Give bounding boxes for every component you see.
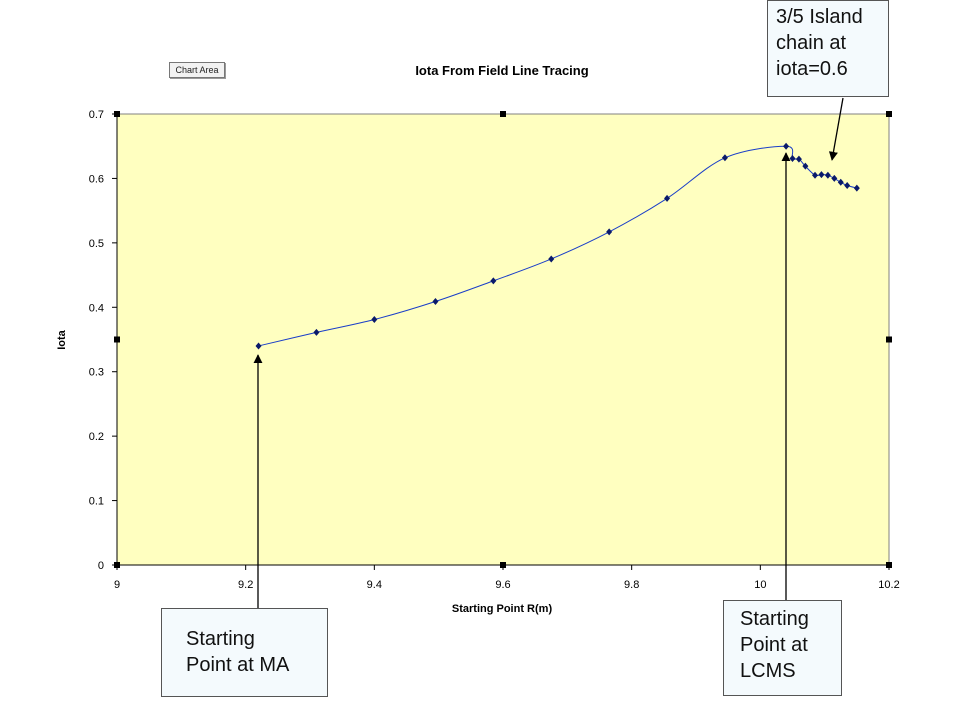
data-point-marker (783, 142, 790, 150)
x-tick-label: 9.6 (495, 579, 510, 591)
data-point-marker (721, 154, 728, 162)
selection-handle[interactable] (886, 336, 892, 343)
chart-title: Iota From Field Line Tracing (415, 63, 588, 78)
arrow-island-chain (828, 97, 844, 161)
data-point-marker (789, 154, 796, 162)
x-tick-label: 9.8 (624, 579, 639, 591)
data-point-marker (812, 171, 819, 179)
y-tick-label: 0.3 (89, 367, 104, 379)
x-axis-label: Starting Point R(m) (452, 603, 553, 615)
x-tick-label: 10.2 (878, 579, 899, 591)
data-point-marker (432, 297, 439, 305)
callout-lcms: Starting Point at LCMS (723, 600, 842, 696)
x-axis-ticks: 9 9.2 9.4 9.6 9.8 10 10.2 (114, 565, 900, 591)
callout-island-chain: 3/5 Island chain at iota=0.6 (767, 0, 889, 97)
y-tick-label: 0.5 (89, 238, 104, 250)
y-tick-label: 0 (98, 560, 104, 572)
x-tick-label: 9 (114, 579, 120, 591)
data-point-marker (313, 328, 320, 336)
y-tick-label: 0.4 (89, 302, 104, 314)
data-point-marker (255, 342, 262, 350)
data-point-marker (795, 155, 802, 163)
data-point-marker (548, 255, 555, 263)
selection-handle[interactable] (886, 111, 892, 117)
plot-area[interactable] (116, 113, 890, 566)
y-tick-label: 0.2 (89, 431, 104, 443)
data-point-marker (490, 277, 497, 285)
x-tick-label: 9.2 (238, 579, 253, 591)
y-tick-label: 0.7 (89, 109, 104, 121)
data-point-marker (371, 316, 378, 324)
data-point-marker (824, 171, 831, 179)
data-point-marker (664, 194, 671, 202)
selection-handle[interactable] (500, 111, 506, 117)
x-tick-label: 10 (754, 579, 766, 591)
data-point-marker (844, 182, 851, 190)
data-point-marker (606, 228, 613, 236)
chart-area-tooltip: Chart Area (169, 62, 225, 78)
y-axis-label: Iota (56, 329, 68, 349)
callout-arrows (253, 97, 844, 608)
data-point-marker (818, 171, 825, 179)
x-tick-label: 9.4 (367, 579, 382, 591)
callout-ma: Starting Point at MA (161, 608, 328, 697)
y-tick-label: 0.1 (89, 496, 104, 508)
series-markers (255, 142, 860, 350)
data-point-marker (831, 174, 838, 182)
y-tick-label: 0.6 (89, 173, 104, 185)
data-point-marker (837, 178, 844, 186)
y-axis-ticks: 0 0.1 0.2 0.3 0.4 0.5 0.6 0.7 (89, 109, 117, 572)
data-point-marker (802, 162, 809, 170)
data-point-marker (853, 184, 860, 192)
